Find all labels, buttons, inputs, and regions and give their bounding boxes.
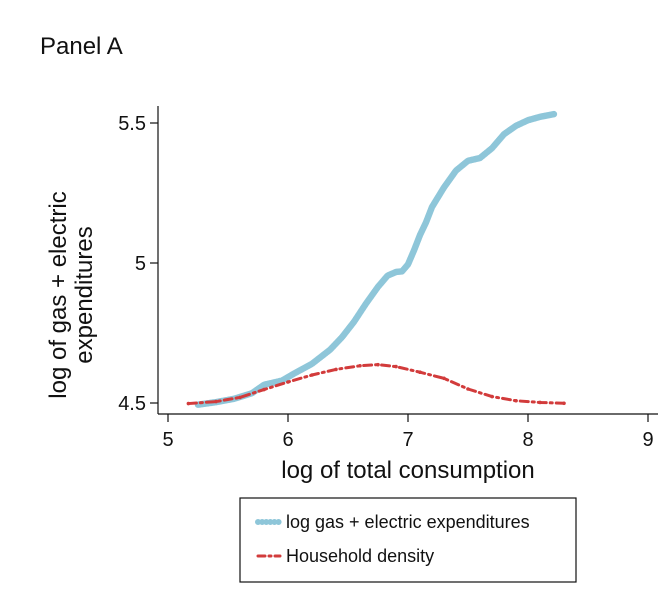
y-axis-label-line-1: log of gas + electric xyxy=(45,191,72,398)
series-1-point-20 xyxy=(429,204,435,210)
series-1-point-22 xyxy=(453,168,459,174)
series-1-point-7 xyxy=(309,361,315,367)
x-tick-label-7: 7 xyxy=(402,429,413,451)
legend-box xyxy=(239,497,577,583)
series-1-point-10 xyxy=(351,319,357,325)
legend: log gas + electric expenditures Househol… xyxy=(239,497,577,583)
series-1-point-29 xyxy=(537,114,543,120)
series-1-point-26 xyxy=(501,131,507,137)
x-axis-label: log of total consumption xyxy=(281,457,535,484)
x-tick-label-9: 9 xyxy=(642,429,653,451)
series-2-point-9 xyxy=(394,364,398,369)
series-2-point-6 xyxy=(334,367,338,372)
x-tick-label-5: 5 xyxy=(162,429,173,451)
series-2-point-8 xyxy=(376,362,380,367)
series-1-point-13 xyxy=(385,273,391,279)
series-2-point-13 xyxy=(490,394,494,399)
series-2-point-1 xyxy=(214,399,218,404)
series-2-point-4 xyxy=(286,380,290,384)
y-axis-label-line-2: expenditures xyxy=(71,226,98,363)
series-1-point-4 xyxy=(261,382,267,388)
y-tick-label-4-5: 4.5 xyxy=(118,393,146,415)
y-tick-label-5-5: 5.5 xyxy=(118,113,146,135)
series-1-point-21 xyxy=(441,184,447,190)
series-1-point-27 xyxy=(513,123,519,129)
legend-label-series-2: Household density xyxy=(286,546,434,566)
series-1-point-8 xyxy=(327,347,333,353)
plot-area: 5.5 5 4.5 5 6 7 8 9 log of total consump… xyxy=(45,106,658,484)
series-2-point-10 xyxy=(418,370,422,375)
x-tick-label-6: 6 xyxy=(282,429,293,451)
series-2-point-3 xyxy=(262,387,266,392)
series-1-point-17 xyxy=(411,247,417,253)
series-2-point-2 xyxy=(238,395,242,400)
series-2-point-7 xyxy=(358,363,362,368)
series-2-point-0 xyxy=(186,401,191,406)
series-1-point-28 xyxy=(525,117,531,123)
series-2-point-16 xyxy=(562,401,566,406)
series-1-point-12 xyxy=(375,284,381,290)
y-axis-label-group: log of gas + electric expenditures xyxy=(45,191,98,398)
series-layer xyxy=(186,110,566,408)
series-1-point-14 xyxy=(393,269,399,275)
series-1-point-6 xyxy=(291,371,297,377)
series-1-point-11 xyxy=(363,301,369,307)
series-1-point-15 xyxy=(399,268,405,274)
series-1-point-30 xyxy=(551,111,558,117)
x-tick-label-8: 8 xyxy=(522,429,533,451)
series-2-point-15 xyxy=(538,400,542,405)
series-1-point-25 xyxy=(489,145,495,151)
series-1-point-5 xyxy=(279,378,285,384)
y-tick-label-5: 5 xyxy=(135,253,146,275)
series-1-point-24 xyxy=(477,155,483,161)
series-1-path xyxy=(194,110,558,408)
series-1-point-23 xyxy=(465,158,471,164)
legend-label-series-1: log gas + electric expenditures xyxy=(286,512,530,532)
series-1-point-19 xyxy=(423,219,429,225)
series-2-point-11 xyxy=(442,376,446,381)
series-2-point-5 xyxy=(310,373,314,377)
series-1-point-9 xyxy=(339,334,345,340)
series-2-point-14 xyxy=(514,398,518,403)
series-2-point-12 xyxy=(466,387,470,391)
panel-title: Panel A xyxy=(40,33,123,60)
series-1-point-18 xyxy=(417,232,423,238)
series-1-point-16 xyxy=(405,261,411,267)
